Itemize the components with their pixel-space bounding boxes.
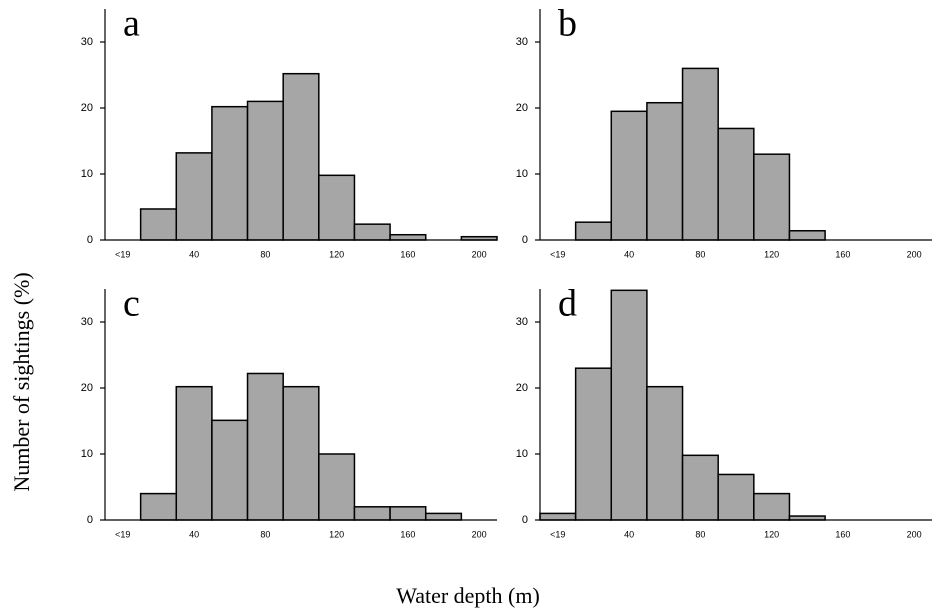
panel-label: c xyxy=(123,283,140,325)
x-tick-label: 120 xyxy=(764,529,779,539)
x-tick-label: 160 xyxy=(835,529,850,539)
bar xyxy=(610,289,648,521)
x-tick-label: 120 xyxy=(329,249,344,259)
bar xyxy=(318,453,356,521)
y-tick-label: 30 xyxy=(516,316,528,328)
y-tick-label: 10 xyxy=(81,448,93,460)
x-tick-label: <19 xyxy=(550,249,565,259)
x-tick-label: 80 xyxy=(695,249,705,259)
y-tick-label: 30 xyxy=(81,36,93,48)
bar xyxy=(788,230,826,241)
x-tick-label: 160 xyxy=(400,529,415,539)
bar xyxy=(539,512,577,521)
x-tick-label: 160 xyxy=(400,249,415,259)
x-tick-label: 200 xyxy=(907,529,922,539)
bar xyxy=(139,492,178,521)
bar xyxy=(389,233,427,241)
x-tick-label: 40 xyxy=(189,249,199,259)
x-tick-label: 120 xyxy=(329,529,344,539)
bar xyxy=(353,223,391,241)
bar xyxy=(681,454,719,521)
bar xyxy=(574,367,613,521)
y-tick-label: 10 xyxy=(81,168,93,180)
y-tick-label: 10 xyxy=(516,168,528,180)
bar xyxy=(389,506,427,521)
y-tick-label: 30 xyxy=(81,316,93,328)
x-tick-label: 200 xyxy=(472,529,487,539)
bar xyxy=(424,512,463,521)
x-tick-label: 160 xyxy=(835,249,850,259)
x-axis-title: Water depth (m) xyxy=(396,583,540,608)
y-tick-label: 10 xyxy=(516,448,528,460)
x-tick-label: 40 xyxy=(624,249,634,259)
bar xyxy=(246,372,284,521)
bar xyxy=(753,492,791,521)
panel-label: a xyxy=(123,3,140,45)
bar xyxy=(681,67,719,241)
panel-label: b xyxy=(558,3,577,45)
bar xyxy=(139,208,178,241)
bar xyxy=(717,473,755,521)
bar xyxy=(211,419,249,521)
bar xyxy=(282,385,320,521)
bar xyxy=(753,153,791,241)
y-tick-label: 0 xyxy=(87,514,93,526)
x-tick-label: 200 xyxy=(907,249,922,259)
x-tick-label: 200 xyxy=(472,249,487,259)
y-axis-title: Number of sightings (%) xyxy=(9,272,34,491)
y-tick-label: 20 xyxy=(81,382,93,394)
bar xyxy=(282,72,320,241)
x-tick-label: 80 xyxy=(260,249,270,259)
bar xyxy=(717,127,755,241)
x-tick-label: <19 xyxy=(115,529,130,539)
x-tick-label: 120 xyxy=(764,249,779,259)
bar xyxy=(610,110,648,241)
bar xyxy=(175,152,213,241)
panel-label: d xyxy=(558,283,577,325)
bar xyxy=(175,385,213,521)
y-tick-label: 0 xyxy=(522,234,528,246)
y-tick-label: 20 xyxy=(516,102,528,114)
bar xyxy=(211,105,249,241)
bar xyxy=(646,101,684,241)
y-tick-label: 20 xyxy=(516,382,528,394)
bar xyxy=(574,221,613,241)
y-tick-label: 0 xyxy=(522,514,528,526)
x-tick-label: 40 xyxy=(189,529,199,539)
bar xyxy=(646,385,684,521)
x-tick-label: 40 xyxy=(624,529,634,539)
x-tick-label: <19 xyxy=(550,529,565,539)
bar xyxy=(246,100,284,241)
y-tick-label: 20 xyxy=(81,102,93,114)
x-tick-label: <19 xyxy=(115,249,130,259)
y-tick-label: 0 xyxy=(87,234,93,246)
x-tick-label: 80 xyxy=(695,529,705,539)
y-tick-label: 30 xyxy=(516,36,528,48)
x-tick-label: 80 xyxy=(260,529,270,539)
bar xyxy=(353,506,391,521)
bar xyxy=(318,174,356,241)
